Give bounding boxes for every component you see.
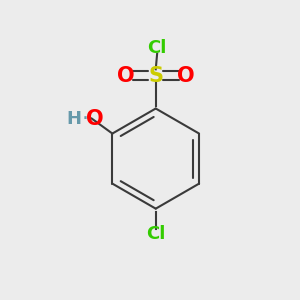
Text: H: H <box>66 110 81 128</box>
Text: ·: · <box>82 109 89 128</box>
Text: O: O <box>117 66 134 86</box>
Text: O: O <box>86 109 104 128</box>
Text: Cl: Cl <box>146 225 165 243</box>
Text: Cl: Cl <box>148 39 167 57</box>
Text: O: O <box>177 66 195 86</box>
Text: S: S <box>148 66 163 86</box>
